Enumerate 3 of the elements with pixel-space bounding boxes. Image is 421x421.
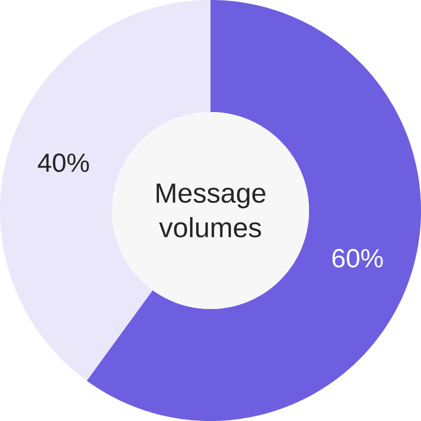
data-label: 40% — [38, 153, 89, 172]
text: Message volumes — [156, 184, 266, 238]
data-label: 60% — [332, 248, 383, 268]
